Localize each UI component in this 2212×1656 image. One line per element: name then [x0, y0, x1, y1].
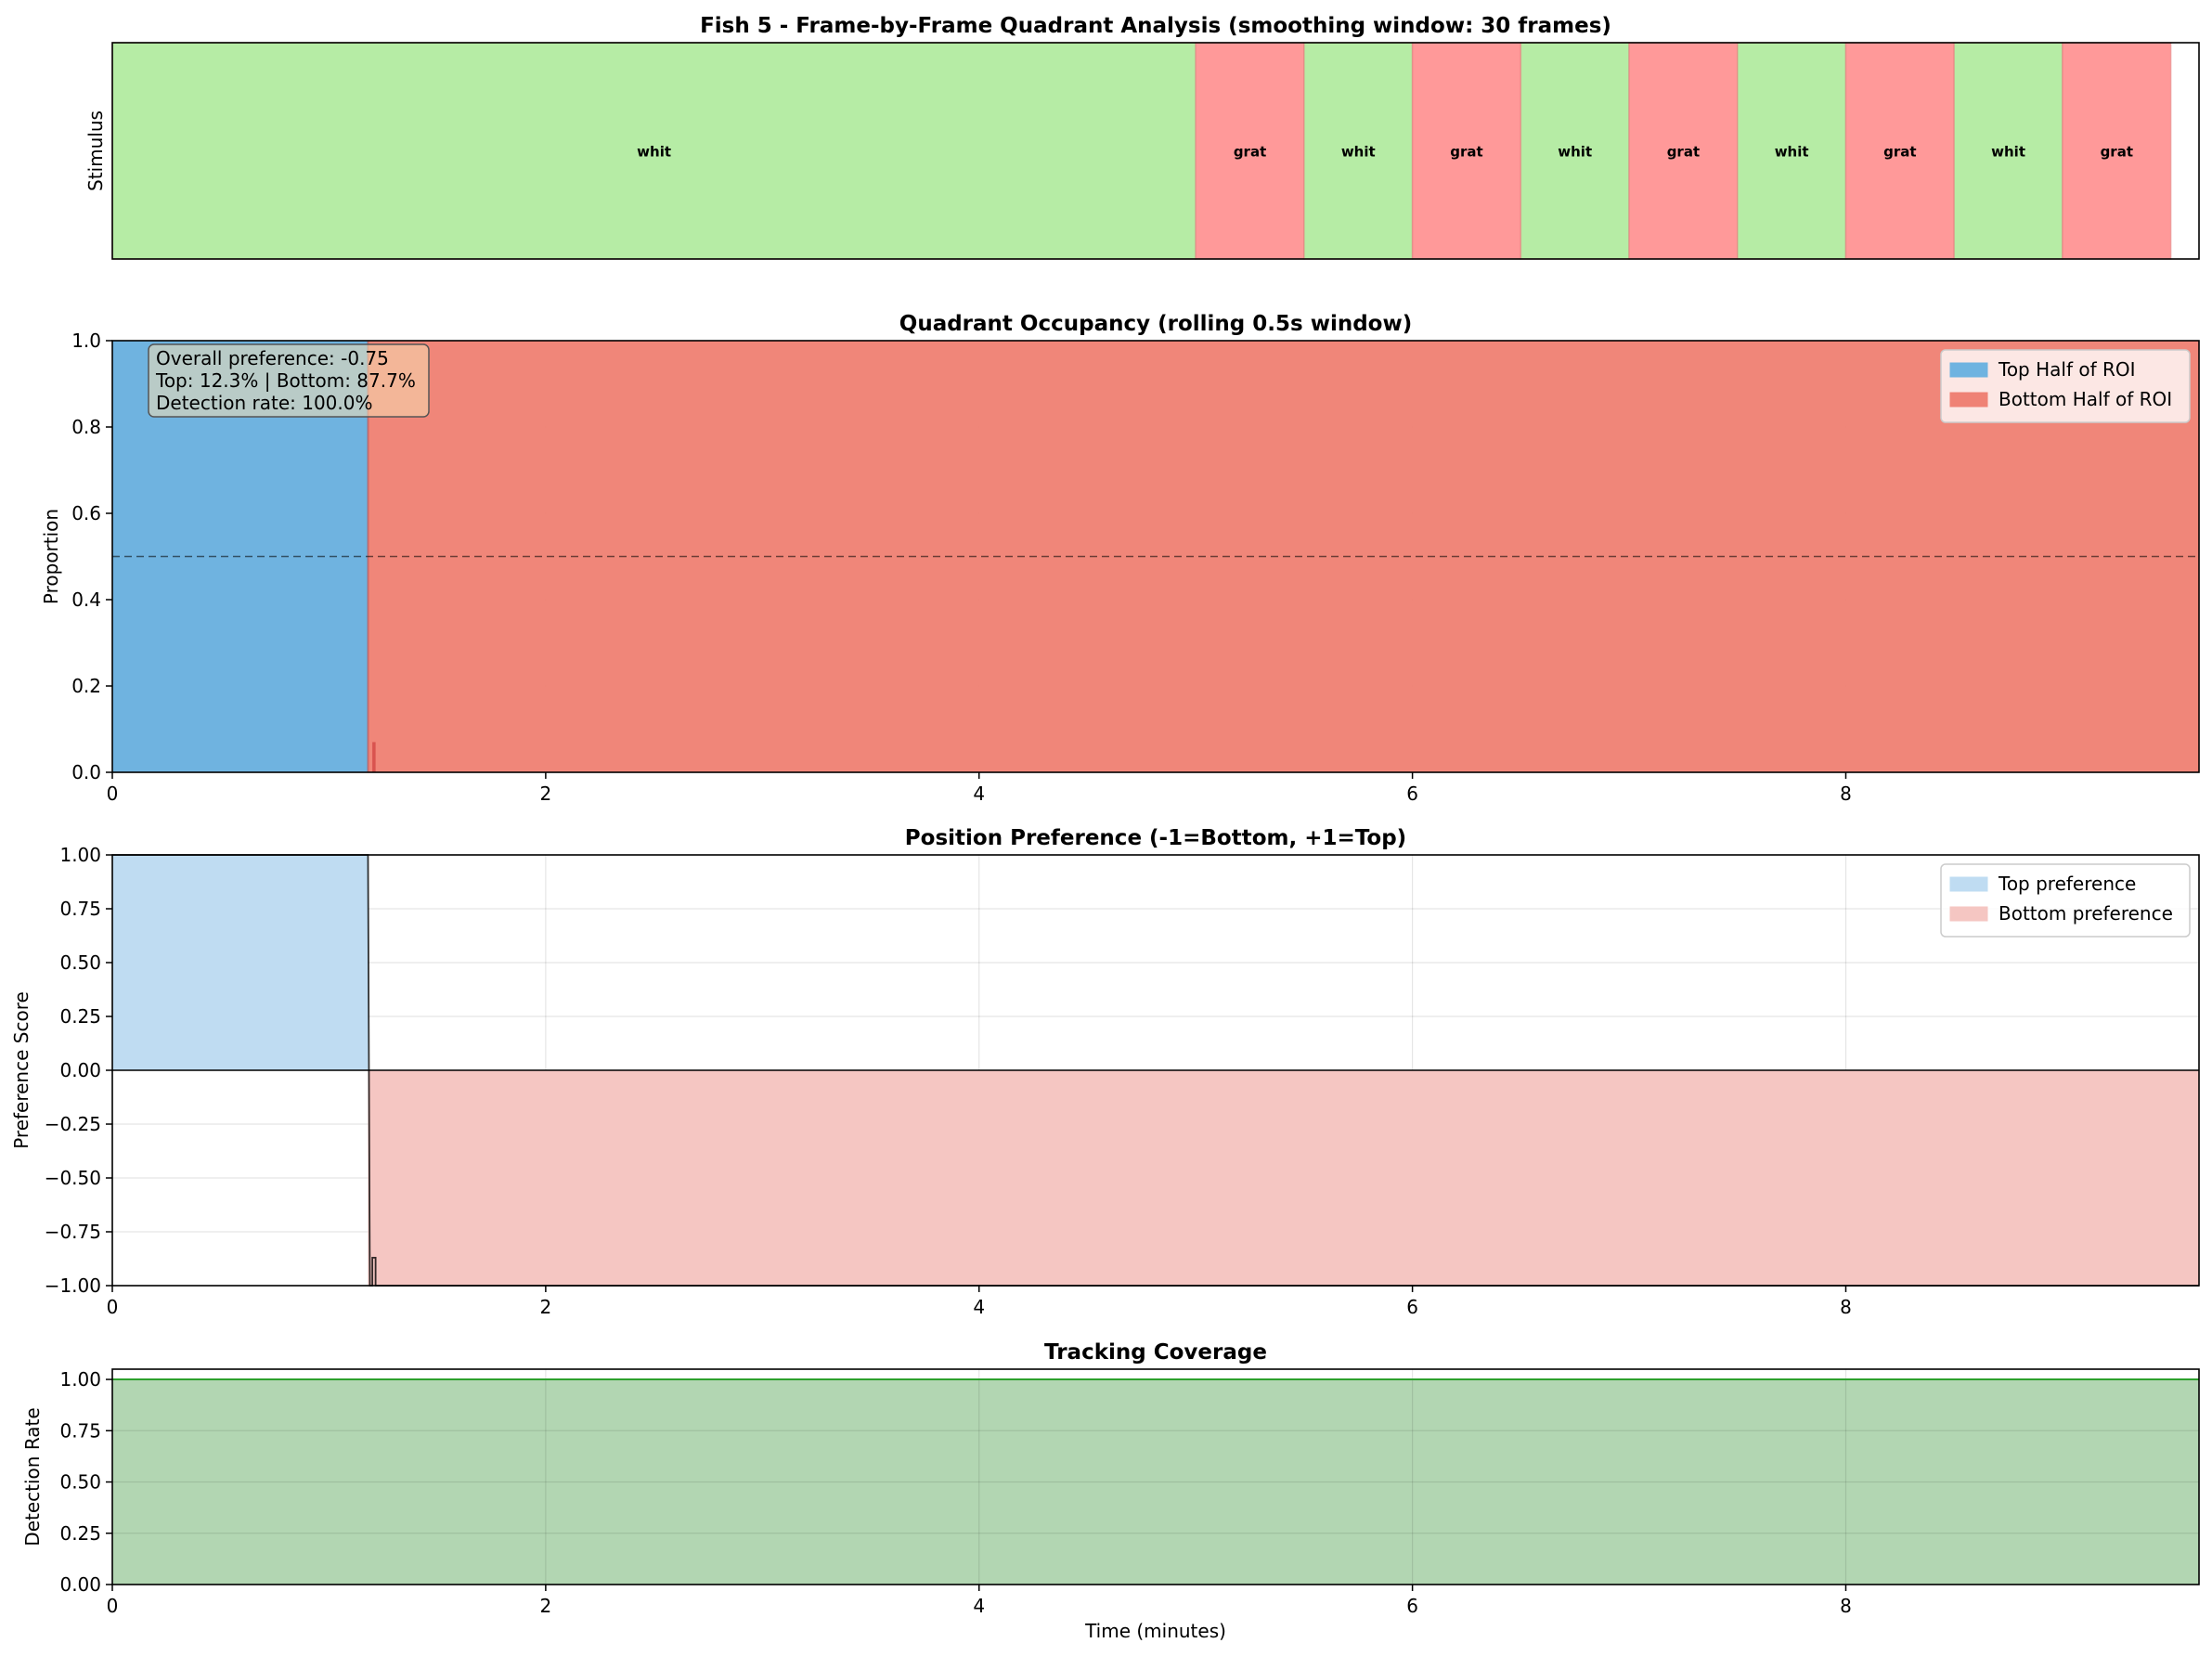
legend-swatch	[1949, 362, 1988, 378]
x-axis-label: Time (minutes)	[1084, 1620, 1226, 1642]
stimulus-segment	[1628, 42, 1739, 260]
x-tick-label: 6	[1406, 783, 1418, 805]
legend-swatch	[1949, 906, 1988, 922]
legend-label: Top preference	[1998, 873, 2136, 895]
x-tick-label: 8	[1840, 1296, 1852, 1318]
stats-box	[148, 343, 430, 418]
axes-frame	[111, 42, 2200, 260]
stimulus-segment-label: whit	[1341, 144, 1376, 161]
panel-title: Position Preference (-1=Bottom, +1=Top)	[905, 826, 1406, 850]
y-tick-label: 0.75	[59, 898, 101, 920]
stimulus-segment	[1195, 42, 1305, 260]
x-tick-label: 0	[107, 783, 119, 805]
y-tick-label: 0.0	[71, 761, 101, 783]
x-tick-label: 8	[1840, 783, 1852, 805]
panel-title: Tracking Coverage	[1044, 1340, 1267, 1365]
legend-label: Bottom Half of ROI	[1999, 388, 2172, 410]
stimulus-segment	[1844, 42, 1955, 260]
y-tick-label: 0.50	[59, 1471, 101, 1494]
axes-frame	[111, 340, 2200, 773]
y-tick-label: 0.75	[59, 1419, 101, 1442]
y-tick-label: 0.6	[71, 502, 101, 524]
stimulus-segment	[1411, 42, 1522, 260]
x-tick-label: 4	[973, 1296, 985, 1318]
y-tick-label: 0.00	[59, 1059, 101, 1081]
stimulus-segment-label: grat	[1883, 144, 1916, 161]
legend-box	[1940, 349, 2191, 423]
x-tick-label: 4	[973, 783, 985, 805]
y-tick-label: −0.25	[45, 1113, 101, 1135]
stimulus-segment-label: grat	[2101, 144, 2133, 161]
y-tick-label: 1.0	[71, 330, 101, 352]
stimulus-segment-label: whit	[1558, 144, 1592, 161]
y-axis-label: Stimulus	[84, 110, 107, 191]
x-tick-label: 2	[540, 1296, 552, 1318]
stimulus-segment-label: whit	[1991, 144, 2025, 161]
stimulus-segment	[1520, 42, 1630, 260]
preference-line	[112, 854, 2199, 1287]
y-tick-label: 1.00	[59, 1368, 101, 1391]
y-tick-label: −0.75	[45, 1221, 101, 1243]
x-tick-label: 8	[1840, 1595, 1852, 1617]
legend-label: Bottom preference	[1999, 902, 2173, 925]
stimulus-segment-label: grat	[1450, 144, 1482, 161]
stimulus-segment-label: whit	[637, 144, 671, 161]
stats-detection-rate: Detection rate: 100.0%	[156, 392, 373, 414]
bottom-preference-area	[368, 1070, 2200, 1286]
y-tick-label: 0.2	[71, 675, 101, 697]
legend-swatch	[1949, 392, 1988, 408]
coverage-area	[112, 1379, 2199, 1585]
y-tick-label: 0.00	[59, 1573, 101, 1596]
x-tick-label: 4	[973, 1595, 985, 1617]
legend-swatch	[1949, 876, 1988, 892]
y-tick-label: 0.25	[59, 1005, 101, 1028]
blip-mark	[372, 742, 376, 772]
x-tick-label: 0	[107, 1296, 119, 1318]
x-tick-label: 6	[1406, 1296, 1418, 1318]
panel-title: Quadrant Occupancy (rolling 0.5s window)	[899, 312, 1412, 336]
stimulus-segment	[111, 42, 1197, 260]
y-tick-label: −1.00	[45, 1274, 101, 1297]
stats-top-bottom: Top: 12.3% | Bottom: 87.7%	[155, 369, 416, 392]
panel-title: Fish 5 - Frame-by-Frame Quadrant Analysi…	[700, 14, 1611, 38]
y-tick-label: 1.00	[59, 844, 101, 866]
y-axis-label: Proportion	[40, 509, 62, 604]
legend-label: Top Half of ROI	[1998, 358, 2136, 381]
y-axis-label: Preference Score	[10, 991, 32, 1149]
x-tick-label: 2	[540, 1595, 552, 1617]
y-tick-label: 0.4	[71, 589, 101, 611]
top-preference-area	[112, 855, 369, 1070]
stimulus-segment-label: grat	[1234, 144, 1266, 161]
x-tick-label: 2	[540, 783, 552, 805]
y-tick-label: 0.25	[59, 1522, 101, 1545]
stimulus-segment	[2062, 42, 2172, 260]
stats-preference: Overall preference: -0.75	[156, 347, 389, 369]
stimulus-segment-label: grat	[1667, 144, 1700, 161]
y-tick-label: 0.8	[71, 416, 101, 438]
y-tick-label: 0.50	[59, 951, 101, 974]
y-axis-label: Detection Rate	[21, 1407, 44, 1546]
legend-box	[1940, 863, 2191, 938]
y-tick-label: −0.50	[45, 1167, 101, 1189]
x-tick-label: 0	[107, 1595, 119, 1617]
stimulus-segment-label: whit	[1775, 144, 1809, 161]
x-tick-label: 6	[1406, 1595, 1418, 1617]
axes-frame	[111, 1368, 2200, 1585]
